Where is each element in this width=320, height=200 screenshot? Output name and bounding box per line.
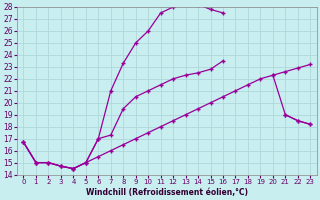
X-axis label: Windchill (Refroidissement éolien,°C): Windchill (Refroidissement éolien,°C) [86,188,248,197]
